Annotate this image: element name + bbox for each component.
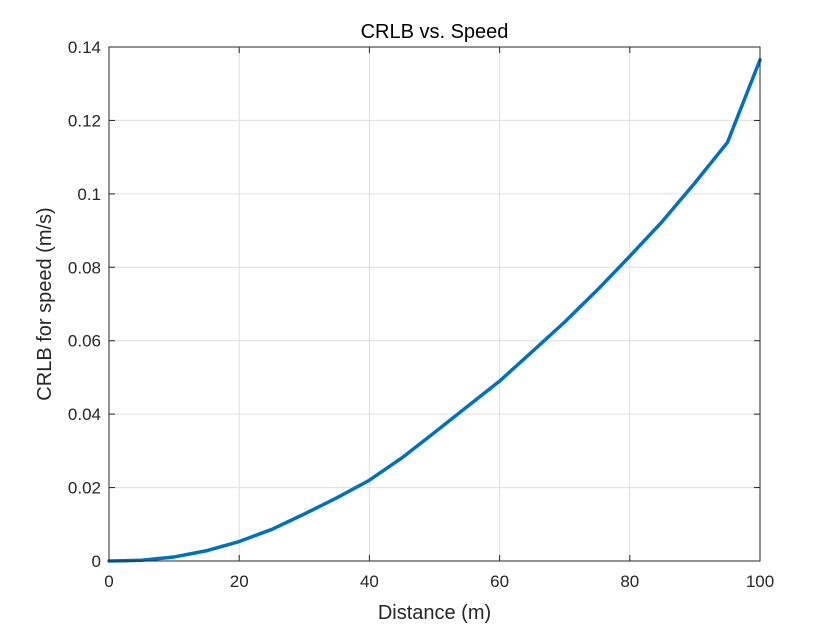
- y-tick-label: 0: [92, 552, 101, 571]
- x-tick-label: 0: [104, 572, 113, 591]
- y-tick-label: 0.14: [68, 38, 101, 57]
- x-tick-label: 20: [230, 572, 249, 591]
- y-tick-label: 0.1: [77, 185, 101, 204]
- x-tick-label: 60: [490, 572, 509, 591]
- y-tick-label: 0.04: [68, 405, 101, 424]
- plot-area-background: [109, 47, 760, 561]
- crlb-series-line: [107, 58, 762, 563]
- x-tick-label: 40: [360, 572, 379, 591]
- ticks: [108, 46, 761, 562]
- axes-box: [108, 46, 761, 562]
- x-axis-title: Distance (m): [378, 602, 491, 624]
- y-tick-label: 0.12: [68, 111, 101, 130]
- series-layer: [107, 58, 762, 563]
- x-tick-label: 80: [620, 572, 639, 591]
- x-tick-label: 100: [746, 572, 774, 591]
- y-tick-label: 0.06: [68, 332, 101, 351]
- y-axis-title: CRLB for speed (m/s): [34, 207, 56, 400]
- tick-labels: 0 20 40 60 80 100 0 0.02 0.04 0.06 0.08 0.1 0.12 0.14: [68, 38, 774, 591]
- y-tick-label: 0.02: [68, 479, 101, 498]
- y-tick-label: 0.08: [68, 258, 101, 277]
- chart-title: CRLB vs. Speed: [361, 21, 509, 43]
